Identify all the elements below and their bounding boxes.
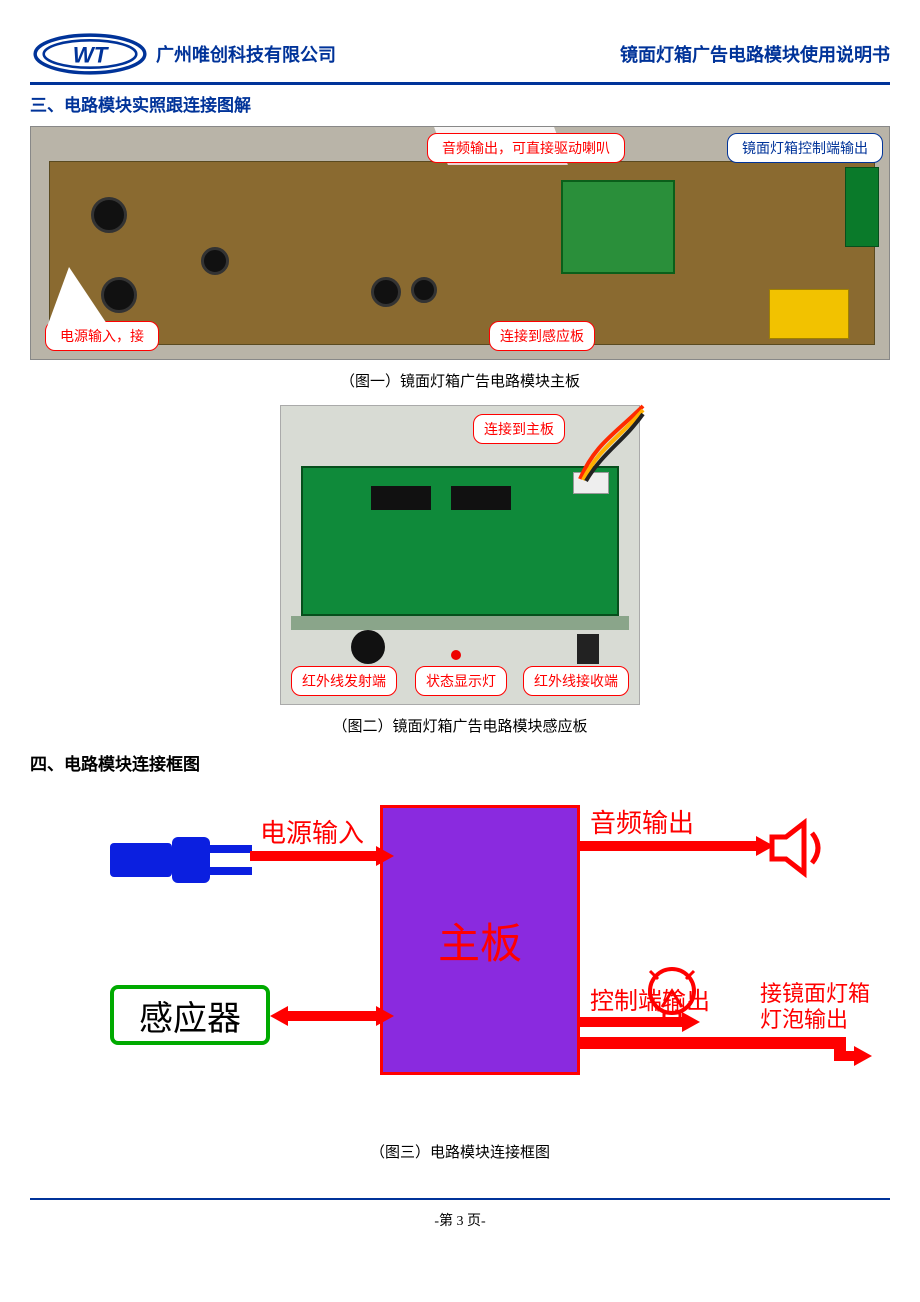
section4-title: 四、电路模块连接框图 [30,750,890,775]
callout-ir-rx: 红外线接收端 [523,666,629,696]
diagram-label-power-in: 电源输入 [260,813,364,850]
company-logo: WT [30,30,150,78]
plug-icon [110,825,270,895]
capacitor [371,277,401,307]
relay [769,289,849,339]
figure2-sensor-photo: 连接到主板 红外线发射端 状态显示灯 红外线接收端 [280,405,640,705]
wire-bundle [575,404,645,484]
arrow-head [854,1046,872,1066]
callout-to-main: 连接到主板 [473,414,565,444]
arrow-power-main [250,851,380,861]
callout-to-sensor: 连接到感应板 [489,321,595,351]
diagram-label-lightbox-l1: 接镜面灯箱 [760,981,870,1007]
logo-text: WT [73,43,110,68]
ir-transmitter [351,630,385,664]
header-rule [30,82,890,85]
terminal-block [845,167,879,247]
document-title: 镜面灯箱广告电路模块使用说明书 [620,41,890,67]
callout-pointer [47,267,109,327]
arrow-head [756,836,774,856]
diagram-label-ctrl-out: 控制端输出 [590,981,710,1016]
diagram-sensor-block: 感应器 [110,985,270,1045]
header-left: WT 广州唯创科技有限公司 [30,30,336,78]
ir-receiver [577,634,599,664]
diagram-label-audio-out: 音频输出 [590,803,694,840]
mainboard-pcb [49,161,875,345]
diagram-label-lightbox: 接镜面灯箱 灯泡输出 [760,981,870,1034]
page-suffix: 页- [464,1214,486,1229]
arrow-head [270,1006,288,1026]
arrow-head [376,846,394,866]
figure1-caption: （图一）镜面灯箱广告电路模块主板 [30,370,890,391]
callout-audio-out: 音频输出，可直接驱动喇叭 [427,133,625,163]
arrow-head [682,1012,700,1032]
page-n: 3 [457,1214,464,1229]
figure2-caption: （图二）镜面灯箱广告电路模块感应板 [30,715,890,736]
page-number: -第 3 页- [30,1210,890,1230]
diagram-label-lightbox-l2: 灯泡输出 [760,1007,870,1033]
arrow-head [376,1006,394,1026]
arrow-sensor-main [286,1011,380,1021]
arrow-audio [580,841,760,851]
diagram-main-label: 主板 [438,910,522,971]
status-led [451,650,461,660]
figure1-board-photo: 音频输出，可直接驱动喇叭 镜面灯箱控制端输出 电源输入，接 连接到感应板 [30,126,890,360]
figure3-caption: （图三）电路模块连接框图 [30,1141,890,1162]
arrow-lightbox-bus [580,1037,840,1049]
ic-chip [451,486,511,510]
ic-chip [371,486,431,510]
footer-rule [30,1198,890,1200]
arrow-ctrl [580,1017,686,1027]
block-diagram: 主板 感应器 电源输入 音频输出 控制端输出 [50,785,870,1105]
diagram-main-block: 主板 [380,805,580,1075]
speaker-icon [768,815,834,881]
page-prefix: -第 [434,1214,456,1229]
sensor-pcb-base [291,616,629,630]
page-header: WT 广州唯创科技有限公司 镜面灯箱广告电路模块使用说明书 [30,30,890,78]
callout-ir-tx: 红外线发射端 [291,666,397,696]
capacitor [411,277,437,303]
capacitor [91,197,127,233]
callout-ctrl-out: 镜面灯箱控制端输出 [727,133,883,163]
section3-title: 三、电路模块实照跟连接图解 [30,91,890,116]
capacitor [201,247,229,275]
diagram-sensor-label: 感应器 [139,991,241,1040]
callout-status-led: 状态显示灯 [415,666,507,696]
company-name: 广州唯创科技有限公司 [156,41,336,67]
